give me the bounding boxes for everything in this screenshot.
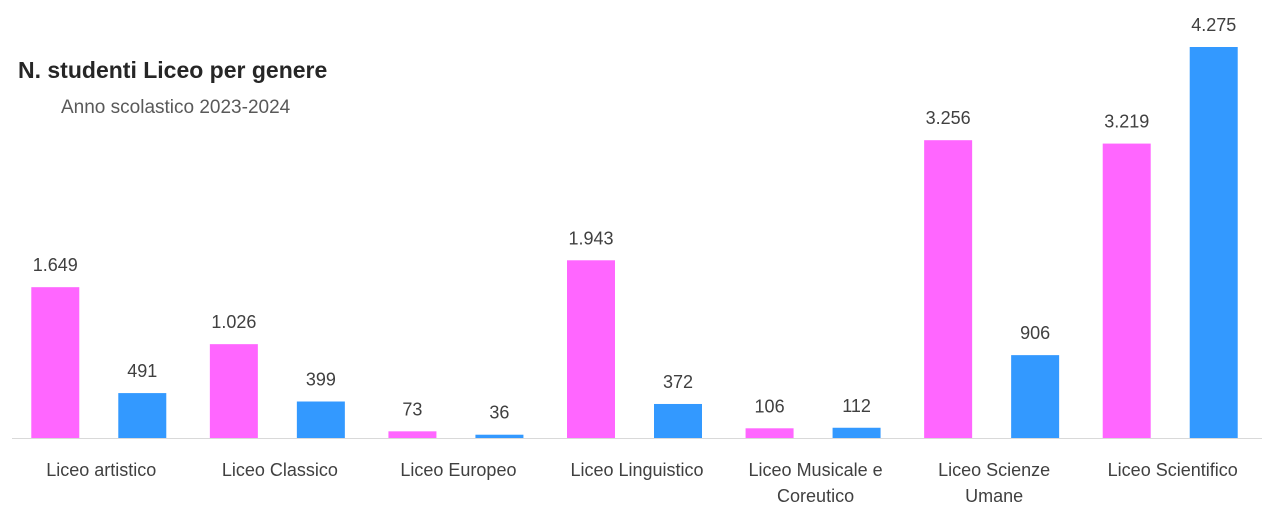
x-tick-label: Liceo Scienze Umane xyxy=(938,460,1050,506)
bar xyxy=(296,401,345,438)
data-label: 112 xyxy=(842,396,871,416)
data-label: 3.256 xyxy=(926,108,971,128)
x-tick-label: Liceo Linguistico xyxy=(570,460,703,480)
bar xyxy=(475,434,524,438)
bar xyxy=(924,140,973,438)
chart-subtitle: Anno scolastico 2023-2024 xyxy=(61,97,291,118)
bar xyxy=(118,393,167,438)
bar xyxy=(567,260,615,438)
chart-title: N. studenti Liceo per genere xyxy=(18,57,328,83)
bar xyxy=(31,287,80,438)
x-tick-label: Liceo Musicale e Coreutico xyxy=(749,460,883,506)
x-tick-label: Liceo Europeo xyxy=(400,460,516,480)
bar xyxy=(1102,143,1151,438)
data-label: 36 xyxy=(489,403,509,423)
data-label: 399 xyxy=(306,370,336,390)
data-label: 906 xyxy=(1020,323,1050,343)
x-tick-label: Liceo artistico xyxy=(46,460,156,480)
bar xyxy=(654,403,702,438)
x-tick-label: Liceo Classico xyxy=(222,460,338,480)
bar xyxy=(832,427,881,438)
bar xyxy=(209,344,258,438)
data-label: 372 xyxy=(663,372,693,392)
data-label: 1.943 xyxy=(568,228,613,248)
data-label: 106 xyxy=(755,396,785,416)
bar xyxy=(1189,47,1238,438)
data-label: 73 xyxy=(402,399,422,419)
data-label: 4.275 xyxy=(1191,15,1236,35)
data-label: 3.219 xyxy=(1104,112,1149,132)
x-tick-label: Liceo Scientifico xyxy=(1108,460,1238,480)
bar xyxy=(1011,355,1060,438)
bar xyxy=(745,428,794,438)
bar xyxy=(388,431,437,438)
data-label: 1.026 xyxy=(211,312,256,332)
data-label: 1.649 xyxy=(33,255,78,275)
data-label: 491 xyxy=(127,361,157,381)
